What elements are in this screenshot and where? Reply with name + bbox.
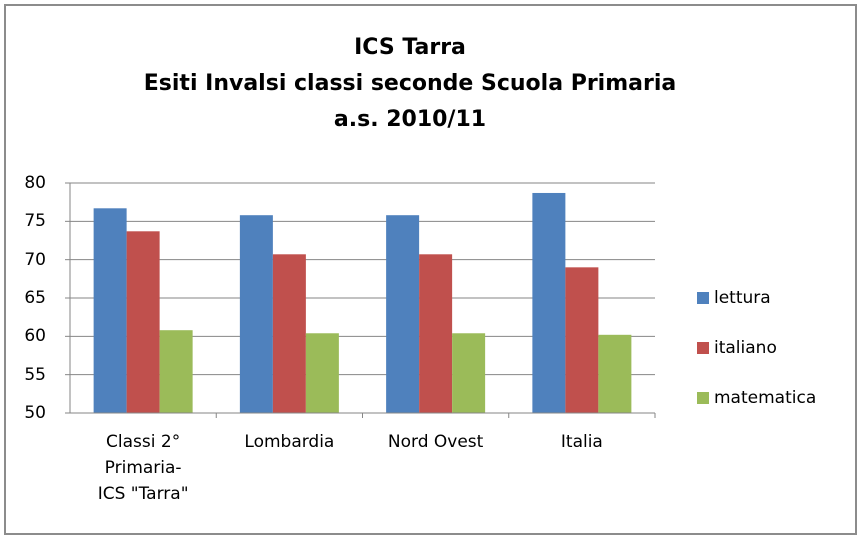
- legend-swatch: [697, 292, 709, 304]
- y-tick-label: 65: [24, 288, 46, 308]
- bar: [239, 215, 273, 413]
- bar: [565, 267, 599, 413]
- legend-label: lettura: [714, 288, 771, 308]
- y-tick-label: 50: [24, 403, 46, 423]
- bar: [305, 333, 339, 413]
- x-tick-label: Italia: [560, 432, 603, 452]
- chart-border: [4, 4, 857, 535]
- bar: [598, 334, 632, 413]
- bar: [126, 231, 160, 413]
- bar: [93, 208, 127, 413]
- y-tick-label: 60: [24, 326, 46, 347]
- chart-title: ICS Tarra Esiti Invalsi classi seconde S…: [143, 35, 677, 132]
- legend-swatch: [697, 392, 709, 404]
- bar: [452, 333, 486, 413]
- y-tick-label: 70: [24, 249, 46, 270]
- x-tick-label: Classi 2° Primaria- ICS "Tarra": [97, 432, 189, 504]
- x-tick-label: Nord Ovest: [387, 432, 484, 452]
- bar: [532, 192, 566, 413]
- legend-swatch: [697, 342, 709, 354]
- bar: [386, 215, 420, 413]
- bar: [159, 330, 193, 413]
- bar: [419, 254, 453, 413]
- y-tick-label: 55: [24, 364, 46, 385]
- legend-label: matematica: [714, 388, 817, 408]
- y-tick-label: 75: [24, 211, 46, 232]
- bar: [272, 254, 306, 413]
- y-tick-label: 80: [24, 173, 46, 193]
- x-tick-label: Lombardia: [244, 432, 335, 452]
- legend-label: italiano: [714, 338, 777, 358]
